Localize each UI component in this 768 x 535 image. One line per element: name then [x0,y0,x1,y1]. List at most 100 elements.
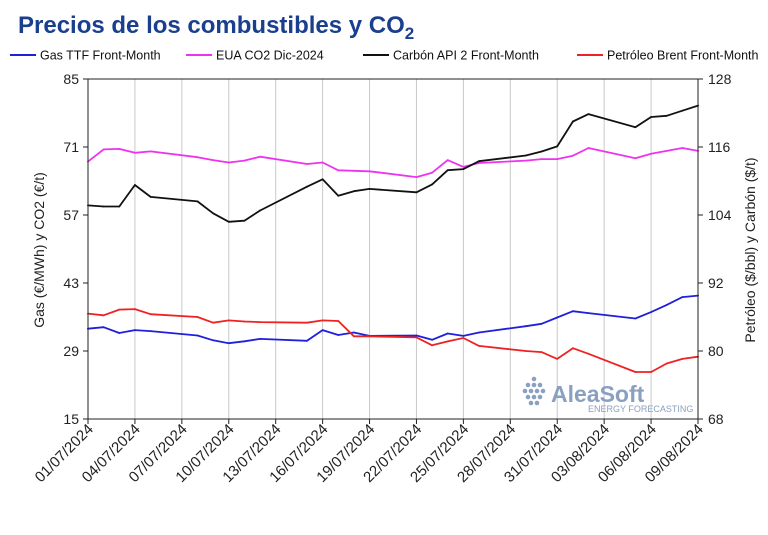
data-point-eua-co2-dic-2024 [431,171,433,174]
logo-dot [540,388,546,394]
data-point-carbon-api-2-front-month [650,116,652,118]
grid [134,79,652,419]
data-point-carbon-api-2-front-month [634,126,637,129]
data-point-gas-ttf-front-month [227,342,230,345]
data-point-carbon-api-2-front-month [446,169,449,172]
y-tick-label-left: 43 [63,275,79,291]
data-point-petroleo-brent-front-month [587,352,590,355]
y-tick-label-left: 85 [63,71,79,87]
data-point-eua-co2-dic-2024 [134,151,136,154]
y-axis-label-left: Gas (€/MWh) y CO2 (€/t) [31,172,47,328]
legend: Gas TTF Front-Month EUA CO2 Dic-2024 Carbó… [10,49,759,63]
data-point-carbon-api-2-front-month [259,209,261,212]
data-point-carbon-api-2-front-month [556,145,559,148]
data-point-gas-ttf-front-month [634,317,637,320]
data-point-carbon-api-2-front-month [525,154,527,157]
data-point-carbon-api-2-front-month [665,114,668,117]
data-point-gas-ttf-front-month [462,335,465,337]
data-point-carbon-api-2-front-month [431,183,433,186]
data-point-eua-co2-dic-2024 [118,148,121,150]
logo-dot [528,400,534,406]
data-point-petroleo-brent-front-month [525,350,527,352]
data-point-eua-co2-dic-2024 [102,148,105,151]
y-tick-label-right: 128 [708,71,732,87]
data-point-petroleo-brent-front-month [118,308,121,311]
logo-dot [537,394,543,400]
data-point-eua-co2-dic-2024 [196,156,199,159]
logo-dot [528,388,534,394]
data-point-petroleo-brent-front-month [478,345,480,347]
data-point-carbon-api-2-front-month [681,109,684,112]
data-point-carbon-api-2-front-month [353,190,355,193]
data-point-eua-co2-dic-2024 [681,147,684,149]
y-tick-label-right: 80 [708,343,724,359]
data-point-eua-co2-dic-2024 [149,150,152,153]
data-point-petroleo-brent-front-month [368,335,371,338]
data-point-gas-ttf-front-month [212,339,215,342]
logo-brand-text: AleaSoft [551,381,645,407]
data-point-carbon-api-2-front-month [149,196,152,198]
data-point-gas-ttf-front-month [587,312,590,314]
data-point-petroleo-brent-front-month [415,336,418,339]
data-point-petroleo-brent-front-month [306,321,308,324]
chart-title: Precios de los combustibles y CO2 [18,12,414,43]
data-point-eua-co2-dic-2024 [353,169,355,172]
data-point-eua-co2-dic-2024 [415,176,418,179]
data-point-petroleo-brent-front-month [353,335,355,338]
data-point-eua-co2-dic-2024 [540,158,543,161]
data-point-gas-ttf-front-month [556,316,559,319]
data-point-carbon-api-2-front-month [306,185,308,188]
data-point-eua-co2-dic-2024 [665,150,668,152]
data-point-carbon-api-2-front-month [572,120,574,123]
data-point-gas-ttf-front-month [650,311,652,313]
data-point-carbon-api-2-front-month [134,184,136,186]
data-point-gas-ttf-front-month [525,325,527,328]
data-point-carbon-api-2-front-month [478,160,480,163]
data-point-gas-ttf-front-month [572,310,574,313]
data-point-gas-ttf-front-month [665,304,668,306]
y-tick-label-left: 57 [63,207,79,223]
logo-dot [525,394,531,400]
series-line-petroleo-brent-front-month [87,308,699,373]
data-point-gas-ttf-front-month [196,334,199,337]
logo-dot [534,400,540,406]
data-point-gas-ttf-front-month [243,340,246,343]
data-point-petroleo-brent-front-month [259,321,261,323]
data-point-eua-co2-dic-2024 [306,163,308,165]
axes: 01/07/202404/07/202407/07/202410/07/2024… [32,71,732,486]
data-point-petroleo-brent-front-month [540,351,543,353]
data-point-eua-co2-dic-2024 [259,155,261,158]
data-point-carbon-api-2-front-month [587,113,590,115]
data-point-petroleo-brent-front-month [556,358,559,360]
data-point-gas-ttf-front-month [149,330,152,332]
data-point-petroleo-brent-front-month [227,319,230,322]
data-point-carbon-api-2-front-month [462,168,465,171]
legend-label-carbon-api-2-front-month: Carbón API 2 Front-Month [393,49,539,63]
y-tick-label-right: 68 [708,411,724,427]
data-point-gas-ttf-front-month [259,338,261,340]
y-tick-label-left: 71 [63,139,79,155]
y-tick-label-right: 116 [708,139,731,155]
data-point-gas-ttf-front-month [478,331,480,334]
data-point-eua-co2-dic-2024 [227,161,230,164]
data-point-eua-co2-dic-2024 [337,169,340,172]
data-point-gas-ttf-front-month [102,326,105,329]
data-point-eua-co2-dic-2024 [212,159,215,162]
logo-dot [525,382,531,388]
data-point-gas-ttf-front-month [306,339,308,342]
data-point-carbon-api-2-front-month [196,200,199,203]
data-point-eua-co2-dic-2024 [634,157,637,160]
data-point-gas-ttf-front-month [353,331,355,334]
data-point-petroleo-brent-front-month [196,316,199,318]
data-point-petroleo-brent-front-month [212,321,215,324]
data-point-carbon-api-2-front-month [368,188,371,190]
series-line-carbon-api-2-front-month [87,104,699,223]
y-tick-label-left: 15 [63,411,79,427]
data-point-carbon-api-2-front-month [243,219,246,222]
data-point-eua-co2-dic-2024 [525,159,527,162]
logo-dot [531,376,537,382]
data-point-petroleo-brent-front-month [572,347,574,350]
data-point-gas-ttf-front-month [415,334,418,337]
data-point-eua-co2-dic-2024 [321,161,324,164]
